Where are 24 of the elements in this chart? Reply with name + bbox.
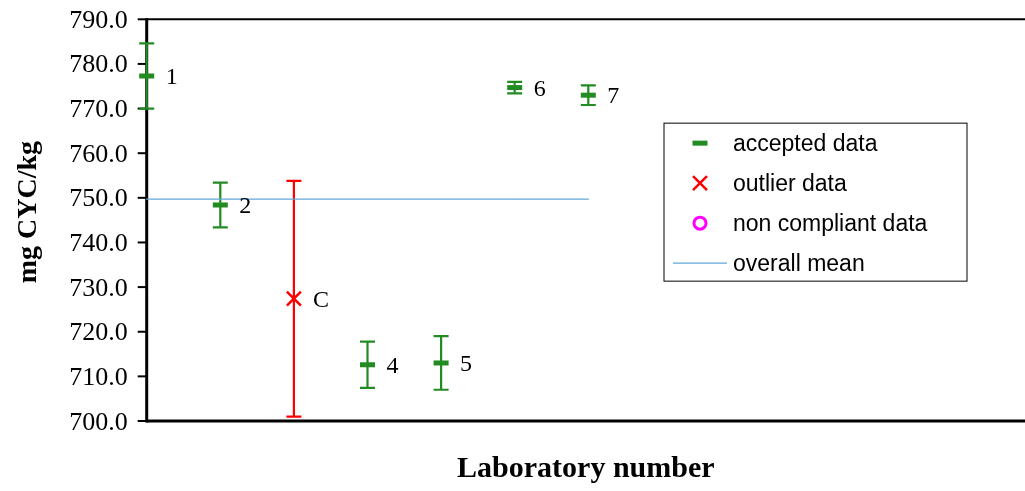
legend-label: overall mean [733, 250, 865, 277]
y-tick-label: 780.0 [69, 49, 128, 79]
x-axis-title: Laboratory number [457, 450, 715, 483]
legend-label: accepted data [733, 130, 878, 157]
y-tick-label: 730.0 [69, 272, 128, 302]
legend-label: outlier data [733, 170, 848, 197]
x-tick-label: 2 [239, 191, 252, 218]
y-tick-label: 700.0 [69, 406, 128, 436]
y-tick-label: 740.0 [69, 227, 128, 257]
point [285, 290, 303, 307]
legend-label: non compliant data [733, 210, 928, 237]
x-tick-label: 4 [386, 351, 399, 378]
x-tick-label: 1 [165, 62, 178, 89]
y-tick-label: 760.0 [69, 138, 128, 168]
y-tick-label: 770.0 [69, 94, 128, 124]
y-tick-label: 710.0 [69, 361, 128, 391]
x-tick-label: 7 [607, 82, 620, 109]
y-tick-label: 750.0 [69, 183, 128, 213]
x-tick-label: 6 [533, 74, 546, 101]
y-tick-label: 720.0 [69, 317, 128, 347]
x-tick-label: 5 [460, 349, 473, 376]
y-tick-label: 790.0 [69, 4, 128, 34]
x-tick-label: C [312, 285, 329, 312]
y-axis-title: mg CYC/kg [11, 140, 42, 284]
